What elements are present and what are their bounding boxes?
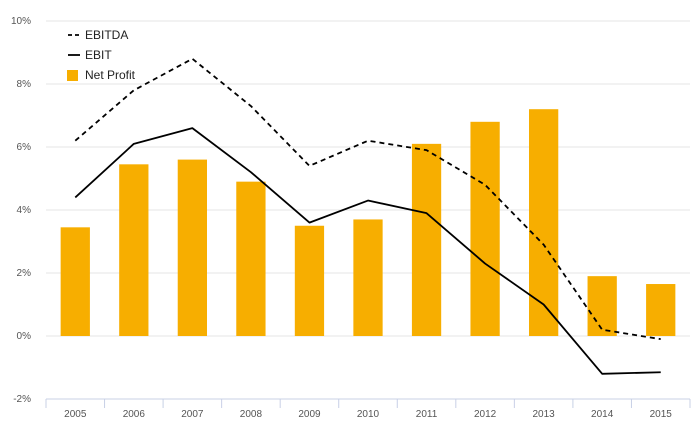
x-tick-label: 2013 bbox=[533, 409, 556, 420]
net-profit-bar bbox=[646, 284, 676, 336]
ebitda-line bbox=[74, 57, 661, 341]
x-tick-label: 2008 bbox=[240, 409, 263, 420]
legend-ebitda-label: EBITDA bbox=[85, 28, 128, 42]
legend: EBITDA EBIT Net Profit bbox=[67, 28, 136, 82]
y-tick-label: 0% bbox=[17, 331, 32, 342]
x-axis-tick-labels: 2005 2006 2007 2008 2009 2010 2011 2012 2013 2014… bbox=[64, 409, 672, 420]
net-profit-bar bbox=[60, 227, 90, 336]
y-tick-label: 8% bbox=[17, 79, 32, 90]
net-profit-bar bbox=[529, 109, 559, 336]
x-tick-label: 2005 bbox=[64, 409, 87, 420]
net-profit-bars bbox=[60, 109, 676, 336]
x-tick-label: 2012 bbox=[474, 409, 497, 420]
line-series bbox=[74, 57, 661, 375]
y-tick-label: 2% bbox=[17, 268, 32, 279]
legend-net-profit-swatch bbox=[67, 70, 78, 81]
y-tick-label: 10% bbox=[11, 16, 31, 27]
legend-ebit-label: EBIT bbox=[85, 48, 112, 62]
x-tick-label: 2006 bbox=[123, 409, 146, 420]
x-tick-label: 2009 bbox=[298, 409, 321, 420]
x-axis bbox=[45, 398, 691, 408]
x-tick-label: 2011 bbox=[416, 409, 438, 420]
x-tick-label: 2014 bbox=[591, 409, 614, 420]
net-profit-bar bbox=[587, 276, 617, 336]
net-profit-bar bbox=[353, 219, 383, 336]
net-profit-bar bbox=[470, 121, 500, 336]
y-tick-label: -2% bbox=[13, 394, 31, 405]
net-profit-bar bbox=[236, 181, 266, 336]
x-tick-label: 2007 bbox=[181, 409, 204, 420]
net-profit-bar bbox=[294, 225, 325, 336]
ebit-line bbox=[74, 127, 661, 375]
net-profit-bar bbox=[119, 164, 149, 336]
y-tick-label: 4% bbox=[17, 205, 32, 216]
legend-net-profit-label: Net Profit bbox=[85, 68, 136, 82]
x-tick-label: 2010 bbox=[357, 409, 380, 420]
net-profit-bar bbox=[411, 143, 442, 336]
net-profit-bar bbox=[177, 159, 207, 336]
y-tick-label: 6% bbox=[17, 142, 32, 153]
y-axis-tick-labels: 10% 8% 6% 4% 2% 0% -2% bbox=[11, 16, 31, 405]
x-tick-label: 2015 bbox=[650, 409, 673, 420]
